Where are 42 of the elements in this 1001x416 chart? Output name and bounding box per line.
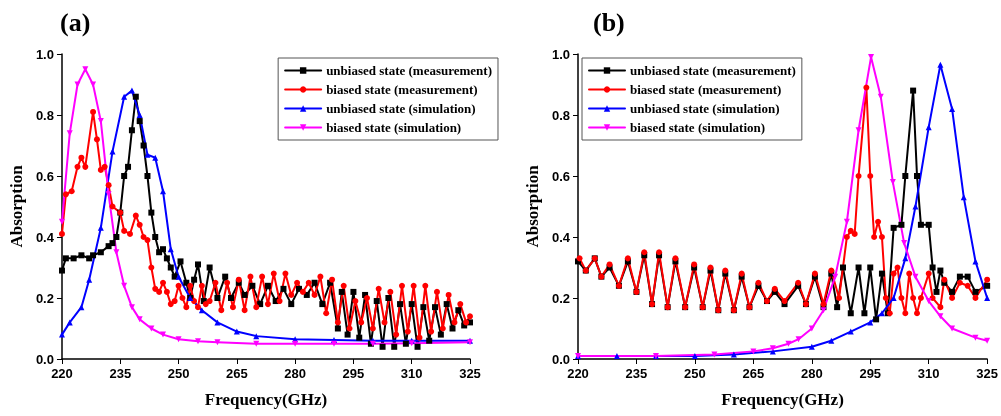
x-tick-label: 265 <box>225 366 248 381</box>
chart-title: (b) <box>593 7 625 37</box>
y-tick-label: 0.4 <box>551 229 571 245</box>
x-tick-label: 235 <box>625 366 648 381</box>
x-tick-label: 250 <box>167 366 190 381</box>
y-axis-title: Absorption <box>523 164 543 248</box>
x-tick-label: 295 <box>342 366 365 381</box>
x-tick-label: 220 <box>51 366 73 381</box>
legend-label: biased state (simulation) <box>326 120 462 135</box>
y-tick-label: 0.2 <box>551 290 570 306</box>
legend-label: biased state (simulation) <box>630 120 766 135</box>
legend-label: unbiased state (simulation) <box>630 101 780 116</box>
x-axis-title: Frequency(GHz) <box>204 390 328 409</box>
y-tick-label: 0.4 <box>35 229 55 245</box>
y-tick-label: 0.0 <box>35 351 54 367</box>
x-tick-label: 265 <box>742 366 765 381</box>
x-tick-label: 280 <box>284 366 306 381</box>
x-tick-label: 325 <box>976 366 999 381</box>
x-tick-label: 250 <box>684 366 706 381</box>
y-tick-label: 0.8 <box>551 107 570 123</box>
y-tick-label: 0.0 <box>551 351 570 367</box>
y-tick-label: 0.6 <box>35 168 54 184</box>
legend-label: unbiased state (measurement) <box>326 63 492 78</box>
legend-label: unbiased state (measurement) <box>630 63 796 78</box>
x-tick-label: 235 <box>109 366 132 381</box>
x-tick-label: 325 <box>459 366 481 381</box>
y-tick-label: 0.6 <box>551 168 570 184</box>
y-tick-label: 1.0 <box>35 46 54 62</box>
x-tick-label: 280 <box>800 366 823 381</box>
x-tick-label: 310 <box>917 366 940 381</box>
y-tick-label: 0.2 <box>35 290 54 306</box>
y-tick-label: 1.0 <box>551 46 570 62</box>
x-tick-label: 310 <box>400 366 423 381</box>
chart-title: (a) <box>60 7 91 37</box>
x-tick-label: 220 <box>567 366 589 381</box>
legend-label: biased state (measurement) <box>326 82 478 97</box>
x-axis-title: Frequency(GHz) <box>721 390 844 409</box>
legend-label: biased state (measurement) <box>630 82 782 97</box>
legend-label: unbiased state (simulation) <box>326 101 476 116</box>
x-tick-label: 295 <box>859 366 882 381</box>
y-axis-title: Absorption <box>7 164 26 248</box>
y-tick-label: 0.8 <box>35 107 54 123</box>
